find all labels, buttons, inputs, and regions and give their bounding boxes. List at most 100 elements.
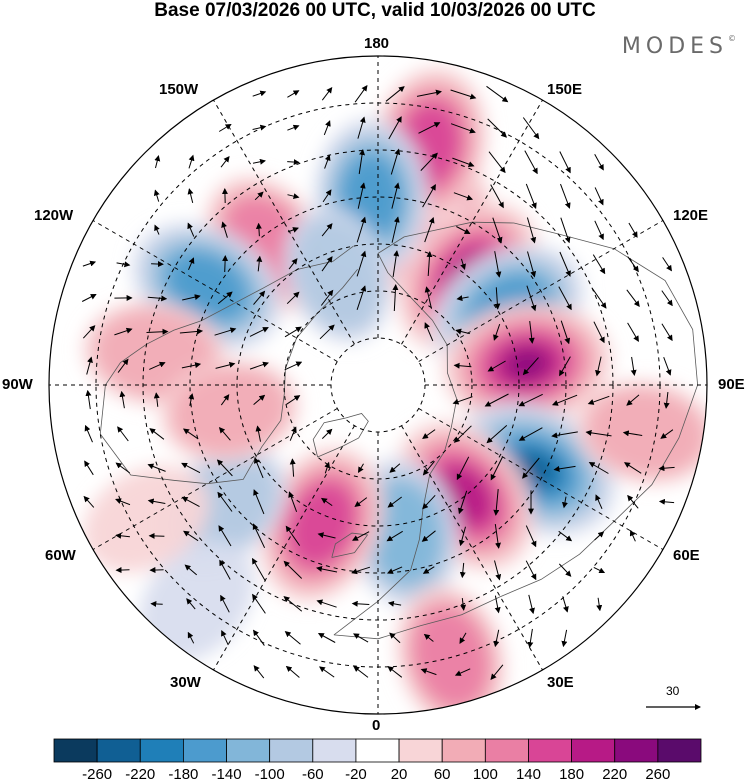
wind-vector xyxy=(389,632,401,644)
wind-vector xyxy=(289,458,296,477)
wind-vector xyxy=(356,250,367,277)
wind-vector xyxy=(153,189,160,202)
colorbar-swatch xyxy=(614,738,659,763)
wind-vector xyxy=(321,223,333,237)
wind-vector xyxy=(486,425,508,444)
colorbar-swatch xyxy=(398,738,443,763)
wind-vector xyxy=(525,525,537,548)
colorbar-swatch xyxy=(484,738,529,763)
wind-vector xyxy=(256,255,263,272)
wind-vector xyxy=(518,393,543,407)
wind-vector xyxy=(390,148,401,175)
wind-vector xyxy=(528,321,535,344)
wind-vector xyxy=(187,222,195,237)
wind-vector xyxy=(253,290,266,305)
wind-vector xyxy=(321,428,333,439)
wind-vector xyxy=(288,258,298,270)
wind-vector xyxy=(454,668,471,676)
wind-vector xyxy=(287,90,300,98)
colorbar-tick-label: 60 xyxy=(433,766,451,783)
wind-vector xyxy=(289,426,297,441)
wind-vector xyxy=(560,217,571,244)
wind-vector xyxy=(357,182,366,209)
wind-vector xyxy=(85,389,92,410)
meridian-line xyxy=(418,408,664,550)
wind-vector xyxy=(284,361,303,371)
wind-vector xyxy=(287,124,300,131)
wind-vector xyxy=(116,261,131,268)
wind-vector xyxy=(146,328,169,335)
wind-vector xyxy=(283,596,303,612)
wind-vector xyxy=(81,294,97,302)
wind-vector xyxy=(187,188,194,204)
wind-vector xyxy=(553,465,576,472)
wind-vector xyxy=(450,89,477,100)
wind-vector xyxy=(179,328,204,335)
brand-text: MODES xyxy=(621,34,728,59)
chart-title: Base 07/03/2026 00 UTC, valid 10/03/2026… xyxy=(154,0,596,21)
wind-vector xyxy=(551,431,578,439)
wind-vector xyxy=(630,356,637,376)
wind-vector xyxy=(455,328,470,335)
wind-vector xyxy=(321,256,333,272)
wind-vector xyxy=(424,322,434,342)
wind-vector xyxy=(558,530,573,542)
wind-vector xyxy=(562,596,569,613)
wind-vector xyxy=(494,560,502,581)
wind-vector xyxy=(456,295,469,302)
wind-vector xyxy=(287,193,300,200)
wind-vector xyxy=(320,497,333,507)
coastline xyxy=(331,532,369,558)
wind-vector xyxy=(591,287,607,309)
wind-vector xyxy=(528,594,535,615)
wind-vector xyxy=(115,462,130,474)
wind-vector xyxy=(493,489,500,516)
wind-vector xyxy=(420,152,438,171)
wind-vector xyxy=(524,150,538,175)
wind-vector xyxy=(386,566,403,574)
wind-vector xyxy=(388,116,402,140)
wind-vector xyxy=(220,156,230,168)
wind-vector xyxy=(183,530,199,542)
anomaly-center xyxy=(259,446,384,603)
colorbar-swatch xyxy=(312,738,357,763)
wind-vector xyxy=(622,430,643,437)
meridian-label-150w: 150W xyxy=(159,81,199,98)
lat-lon-grid xyxy=(49,56,707,714)
wind-vector xyxy=(389,463,401,473)
wind-vector xyxy=(284,631,301,645)
wind-vector xyxy=(658,465,675,472)
wind-vector xyxy=(186,598,196,610)
wind-vector xyxy=(559,151,571,174)
colorbar-tick-label: -20 xyxy=(345,766,367,783)
coastline xyxy=(99,245,358,485)
colorbar-swatch xyxy=(269,738,314,763)
brand-mark: © xyxy=(728,34,736,43)
vector-scale-label: 30 xyxy=(666,684,680,698)
wind-vector xyxy=(594,531,605,541)
wind-vector xyxy=(558,563,572,577)
wind-vector xyxy=(588,461,609,474)
wind-vector xyxy=(288,491,298,512)
wind-vector xyxy=(188,154,195,169)
meridian-line xyxy=(92,408,338,550)
wind-vector xyxy=(459,562,466,579)
meridian-line xyxy=(213,425,355,671)
wind-vector xyxy=(286,291,300,305)
wind-vector xyxy=(253,489,265,515)
wind-vector xyxy=(253,665,265,679)
latitude-circle xyxy=(283,290,473,480)
wind-vector xyxy=(662,257,672,272)
wind-vector xyxy=(626,394,640,406)
colorbar-tick-label: 20 xyxy=(390,766,408,783)
wind-vector xyxy=(386,530,403,542)
wind-vector xyxy=(318,666,335,678)
meridian-line xyxy=(418,220,664,362)
wind-vector xyxy=(351,600,370,607)
wind-vector xyxy=(252,90,267,97)
wind-vector xyxy=(321,87,333,101)
wind-vector xyxy=(117,426,129,442)
wind-vector xyxy=(255,425,262,442)
wind-vector xyxy=(84,460,94,476)
wind-vector xyxy=(316,566,338,573)
